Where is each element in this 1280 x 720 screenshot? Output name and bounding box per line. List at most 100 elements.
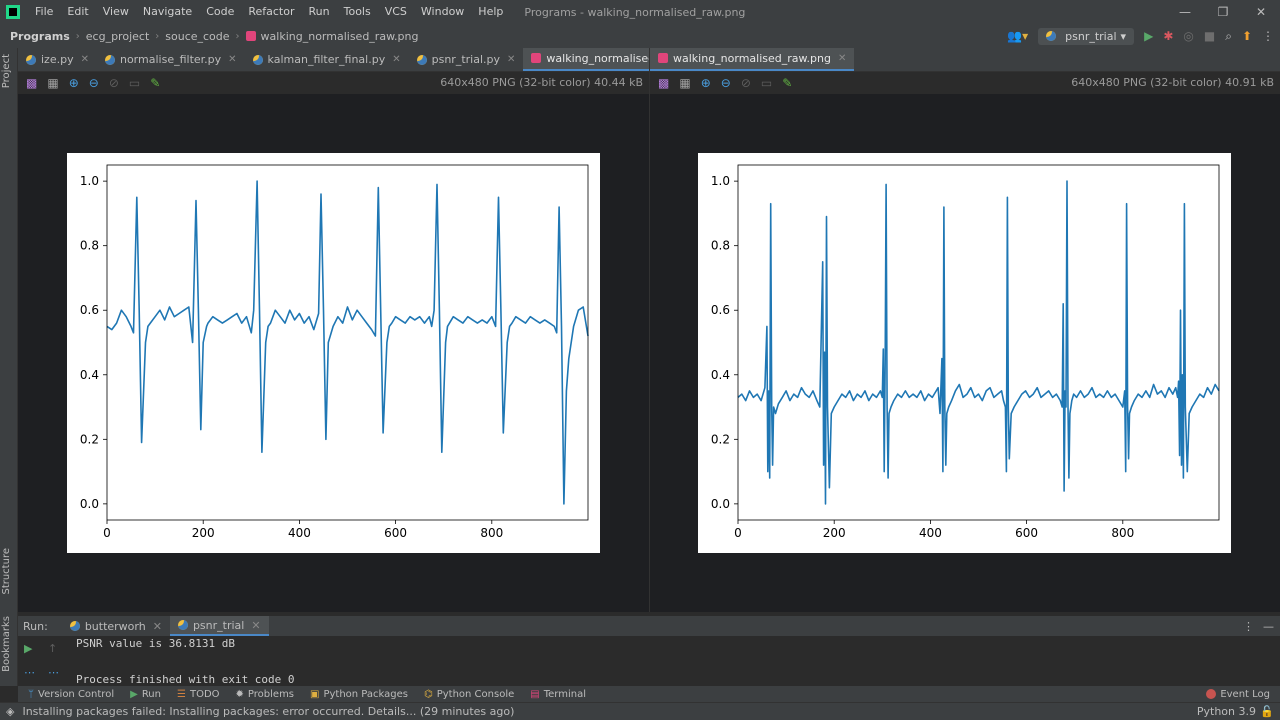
menu-run[interactable]: Run <box>308 5 330 18</box>
more-actions-icon[interactable]: ⋯ <box>48 666 59 679</box>
x-tick-label: 200 <box>823 526 846 540</box>
editor-tab[interactable]: normalise_filter.py ✕ <box>97 48 245 71</box>
run-icon[interactable]: ▶ <box>1144 29 1154 43</box>
background-icon[interactable]: ▩ <box>658 76 670 90</box>
project-tool-button[interactable]: Project <box>1 54 12 89</box>
y-tick-label: 0.0 <box>80 497 99 511</box>
code-with-me-icon[interactable]: 👥▾ <box>1007 29 1029 43</box>
menu-navigate[interactable]: Navigate <box>142 5 193 18</box>
editor-tab[interactable]: ize.py ✕ <box>18 48 97 71</box>
menu-window[interactable]: Window <box>420 5 465 18</box>
actual-size-icon[interactable]: ⊘ <box>740 76 751 90</box>
bookmarks-tool-button[interactable]: Bookmarks <box>1 616 12 672</box>
grid-icon[interactable]: ▦ <box>679 76 691 90</box>
navbar-actions: 👥▾ psnr_trial ▾ ▶ ✱ ◎ ■ ⌕ ⬆ ⋮ <box>1007 24 1274 48</box>
image-info: 640x480 PNG (32-bit color) 40.91 kB <box>1071 76 1274 89</box>
python-icon <box>69 621 80 631</box>
tool-window-label: Version Control <box>38 688 115 700</box>
editor-tab[interactable]: walking_normalised_filtered.png✕ <box>523 48 649 71</box>
close-icon[interactable]: ✕ <box>228 54 237 65</box>
menu-edit[interactable]: Edit <box>67 5 89 18</box>
menu-file[interactable]: File <box>35 5 54 18</box>
menu-refactor[interactable]: Refactor <box>248 5 295 18</box>
run-tab-butterworh[interactable]: butterworh ✕ <box>62 616 170 636</box>
tool-window-todo[interactable]: ☰ TODO <box>177 689 220 700</box>
breadcrumb-folder[interactable]: souce_code <box>165 29 230 43</box>
tool-window-label: Problems <box>247 688 295 700</box>
plot-axes-frame <box>106 164 589 521</box>
color-picker-icon[interactable]: ✎ <box>150 76 161 90</box>
tool-window-terminal[interactable]: ▤ Terminal <box>530 689 586 700</box>
close-icon[interactable]: ✕ <box>80 54 89 65</box>
tool-window-python-packages[interactable]: ▣ Python Packages <box>310 689 408 700</box>
window-controls: — ❐ ✕ <box>1166 0 1280 24</box>
color-picker-icon[interactable]: ✎ <box>782 76 793 90</box>
x-tick-label: 400 <box>288 526 311 540</box>
series-line <box>737 180 1220 505</box>
menu-help[interactable]: Help <box>478 5 504 18</box>
breadcrumb-folder[interactable]: ecg_project <box>85 29 150 43</box>
menu-items: File Edit View Navigate Code Refactor Run Tools… <box>28 0 510 24</box>
y-tick-label: 0.6 <box>80 303 99 317</box>
split-divider[interactable] <box>649 48 650 612</box>
close-icon[interactable]: ✕ <box>152 619 162 633</box>
tool-window-run[interactable]: ▶ Run <box>130 689 161 700</box>
stop-icon[interactable]: ■ <box>1203 29 1216 43</box>
zoom-out-icon[interactable]: ⊖ <box>88 76 99 90</box>
run-configuration-select[interactable]: psnr_trial ▾ <box>1038 27 1135 45</box>
tool-window-python-console[interactable]: ⌬ Python Console <box>424 689 514 700</box>
editor-tab[interactable]: kalman_filter_final.py ✕ <box>245 48 409 71</box>
hide-panel-icon[interactable]: — <box>1263 619 1274 633</box>
zoom-out-icon[interactable]: ⊖ <box>720 76 731 90</box>
background-icon[interactable]: ▩ <box>26 76 38 90</box>
status-bar: ◈ Installing packages failed: Installing… <box>0 702 1280 720</box>
ecg-raw-chart: 0 200 400 600 800 0.0 0.2 0.4 0.6 0.8 1.0 <box>711 164 1220 540</box>
restore-icon[interactable]: ❐ <box>1217 5 1229 19</box>
ecg-filtered-chart: 0 200 400 600 800 0.0 0.2 0.4 0.6 0.8 1.0 <box>80 164 589 540</box>
editor-tab[interactable]: psnr_trial.py ✕ <box>409 48 524 71</box>
rerun-icon[interactable]: ▶ <box>24 642 33 655</box>
grid-icon[interactable]: ▦ <box>47 76 59 90</box>
run-tab-psnr-trial[interactable]: psnr_trial ✕ <box>169 616 269 636</box>
fit-icon[interactable]: ▭ <box>760 76 773 90</box>
structure-tool-button[interactable]: Structure <box>1 548 12 595</box>
menu-tools[interactable]: Tools <box>343 5 371 18</box>
menu-code[interactable]: Code <box>206 5 235 18</box>
series-line <box>106 180 589 505</box>
status-message[interactable]: Installing packages failed: Installing p… <box>22 705 515 718</box>
settings-icon[interactable]: ⋮ <box>1262 29 1274 43</box>
close-icon[interactable]: ✕ <box>837 52 847 64</box>
close-icon[interactable]: ✕ <box>392 54 401 65</box>
menu-vcs[interactable]: VCS <box>384 5 407 18</box>
status-bar-widgets-icon[interactable]: ◈ <box>6 705 15 718</box>
up-arrow-icon[interactable]: ↑ <box>48 642 58 655</box>
editor-tab[interactable]: walking_normalised_raw.png ✕ <box>650 48 855 71</box>
tool-window-problems[interactable]: ✹ Problems <box>236 689 294 700</box>
close-window-icon[interactable]: ✕ <box>1255 5 1267 19</box>
minimize-icon[interactable]: — <box>1179 5 1191 19</box>
interpreter-selector[interactable]: Python 3.9 <box>1196 705 1256 718</box>
actual-size-icon[interactable]: ⊘ <box>108 76 119 90</box>
zoom-in-icon[interactable]: ⊕ <box>700 76 711 90</box>
run-tab-label: psnr_trial <box>192 618 245 632</box>
fit-icon[interactable]: ▭ <box>128 76 141 90</box>
tool-window-version-control[interactable]: ᛘ Version Control <box>28 689 114 700</box>
breadcrumb-project[interactable]: Programs <box>10 29 70 43</box>
event-log-button[interactable]: Event Log <box>1206 689 1270 700</box>
menu-view[interactable]: View <box>102 5 129 18</box>
updates-icon[interactable]: ⬆ <box>1241 29 1252 43</box>
run-console: ▶ ↑ ⋯ ⋯ PSNR value is 36.8131 dB Process… <box>18 636 1280 686</box>
x-tick-label: 800 <box>1111 526 1134 540</box>
lock-icon[interactable]: 🔓 <box>1260 705 1274 718</box>
run-panel-header: Run: butterworh ✕ psnr_trial ✕ ⋮ — <box>18 616 1280 636</box>
zoom-in-icon[interactable]: ⊕ <box>68 76 79 90</box>
tool-window-label: TODO <box>189 688 220 700</box>
more-actions-icon[interactable]: ⋯ <box>24 666 35 679</box>
close-icon[interactable]: ✕ <box>507 54 516 65</box>
coverage-icon[interactable]: ◎ <box>1183 29 1194 43</box>
breadcrumb-file[interactable]: walking_normalised_raw.png <box>260 29 419 43</box>
more-options-icon[interactable]: ⋮ <box>1243 619 1254 633</box>
search-icon[interactable]: ⌕ <box>1225 29 1232 43</box>
close-icon[interactable]: ✕ <box>251 618 261 632</box>
debug-icon[interactable]: ✱ <box>1163 29 1174 43</box>
